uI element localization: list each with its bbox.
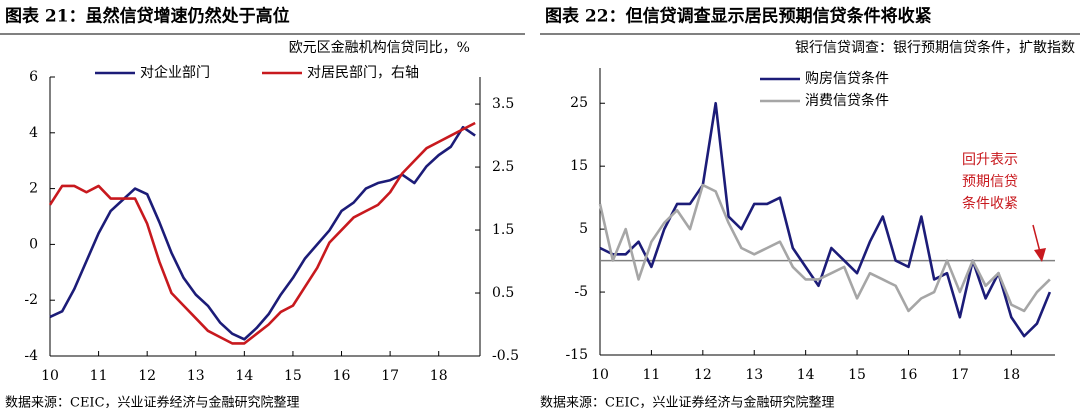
series-line (49, 125, 476, 341)
annotation: 回升表示 (962, 152, 1018, 168)
annotation: 预期信贷 (962, 174, 1018, 190)
legend-label: 购房信贷条件 (805, 70, 889, 87)
y-tick-label: 25 (570, 95, 588, 111)
y-tick-label: 2 (29, 181, 38, 197)
legend-label: 消费信贷条件 (805, 92, 889, 109)
x-tick-label: 18 (1002, 367, 1020, 383)
chart-subtitle: 银行信贷调查：银行预期信贷条件，扩散指数 (795, 39, 1075, 56)
x-tick-label: 12 (138, 368, 156, 384)
series-line (598, 183, 1051, 313)
y2-tick-label: -0.5 (492, 348, 519, 364)
x-tick-label: 15 (848, 367, 866, 383)
x-tick-label: 14 (797, 367, 815, 383)
y-tick-label: 5 (579, 221, 588, 237)
y-tick-label: -2 (24, 292, 38, 308)
series-line (48, 121, 476, 345)
annotation: 条件收紧 (962, 195, 1018, 212)
legend-label: 对企业部门 (140, 64, 210, 81)
chart-subtitle: 欧元区金融机构信贷同比，% (289, 40, 470, 56)
y2-tick-label: 2.5 (492, 159, 514, 175)
source-note: 数据来源：CEIC，兴业证券经济与金融研究院整理 (540, 395, 835, 411)
x-tick-label: 13 (745, 367, 763, 383)
y-tick-label: 4 (29, 125, 38, 141)
annotation-arrowhead (1034, 248, 1046, 262)
x-tick-label: 18 (430, 368, 448, 384)
y2-tick-label: 1.5 (492, 222, 514, 238)
annotation-arrow (1032, 224, 1041, 253)
y-tick-label: 0 (29, 236, 38, 252)
x-tick-label: 17 (951, 367, 969, 383)
x-tick-label: 14 (235, 368, 253, 384)
x-tick-label: 16 (333, 368, 351, 384)
chart-title: 图表 21：虽然信贷增速仍然处于高位 (5, 6, 290, 27)
x-tick-label: 11 (642, 367, 660, 383)
x-tick-label: 17 (381, 368, 399, 384)
chart-title: 图表 22：但信贷调查显示居民预期信贷条件将收紧 (545, 6, 932, 27)
y-tick-label: -4 (24, 348, 38, 364)
x-tick-label: 13 (187, 368, 205, 384)
x-tick-label: 12 (694, 367, 712, 383)
y2-tick-label: 0.5 (492, 285, 514, 301)
x-tick-label: 15 (284, 368, 302, 384)
source-note: 数据来源：CEIC，兴业证券经济与金融研究院整理 (5, 395, 300, 411)
x-tick-label: 10 (41, 368, 59, 384)
x-tick-label: 10 (591, 367, 609, 383)
x-tick-label: 16 (900, 367, 918, 383)
y-tick-label: -15 (565, 347, 588, 363)
legend-label: 对居民部门，右轴 (307, 65, 419, 81)
y-tick-label: -5 (574, 284, 588, 300)
x-tick-label: 11 (90, 368, 108, 384)
y2-tick-label: 3.5 (492, 96, 514, 112)
y-tick-label: 6 (29, 69, 38, 85)
y-tick-label: 15 (570, 158, 588, 174)
